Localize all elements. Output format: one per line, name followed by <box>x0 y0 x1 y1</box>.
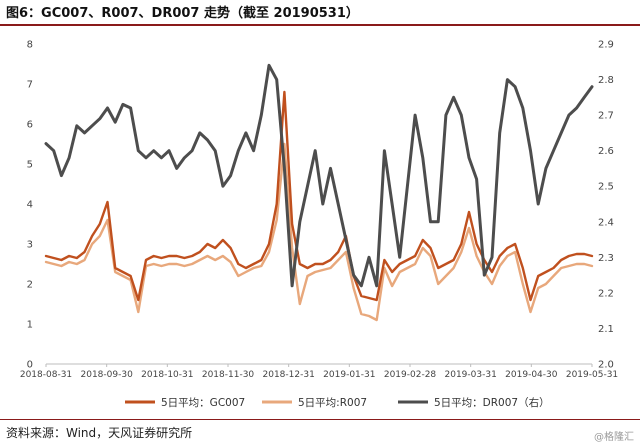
y-left-tick-label: 2 <box>27 280 33 291</box>
x-tick-label: 2018-12-31 <box>263 370 315 380</box>
legend-label: 5日平均：GC007 <box>161 397 245 409</box>
y-right-tick-label: 2.1 <box>598 324 614 335</box>
series-lines <box>44 63 594 322</box>
y-right-tick-label: 2.0 <box>598 360 614 371</box>
y-left-tick-label: 4 <box>27 200 33 211</box>
watermark: @格隆汇 <box>594 432 634 443</box>
y-right-tick-label: 2.4 <box>598 217 614 228</box>
y-left-tick-label: 6 <box>27 120 33 131</box>
legend-label: 5日平均：DR007（右） <box>434 396 550 409</box>
y-left-tick-label: 1 <box>27 320 33 331</box>
x-tick-label: 2018-10-31 <box>141 370 193 380</box>
series-line-1 <box>44 90 594 302</box>
title-rule <box>0 24 640 26</box>
legend: 5日平均：GC007 5日平均:R007 5日平均：DR007（右） <box>125 396 550 409</box>
x-tick-label: 2018-11-30 <box>202 370 255 380</box>
source-note: 资料来源：Wind，天风证券研究所 <box>6 426 193 440</box>
y-left-tick-label: 5 <box>27 160 33 171</box>
y-axis-right: 2.0 2.1 2.2 2.3 2.4 2.5 2.6 2.7 2.8 2.9 <box>598 40 614 371</box>
series-line-2 <box>44 142 594 322</box>
x-tick-label: 2019-01-31 <box>323 370 375 380</box>
y-axis-left: 0 1 2 3 4 5 6 7 8 <box>27 40 33 371</box>
y-left-tick-label: 8 <box>27 40 33 51</box>
y-right-tick-label: 2.7 <box>598 111 614 122</box>
legend-label: 5日平均:R007 <box>298 397 367 409</box>
x-tick-label: 2018-08-31 <box>20 370 72 380</box>
y-right-tick-label: 2.8 <box>598 75 614 86</box>
y-right-tick-label: 2.3 <box>598 253 614 264</box>
y-right-tick-label: 2.5 <box>598 182 614 193</box>
y-left-tick-label: 0 <box>27 360 33 371</box>
x-tick-label: 2019-04-30 <box>505 370 558 380</box>
x-tick-label: 2019-05-31 <box>566 370 618 380</box>
x-tick-label: 2019-03-31 <box>445 370 497 380</box>
chart-title: 图6：GC007、R007、DR007 走势（截至 20190531） <box>6 6 359 21</box>
footer-rule <box>0 419 640 420</box>
y-left-tick-label: 3 <box>27 240 33 251</box>
y-right-tick-label: 2.9 <box>598 40 614 51</box>
series-line-3 <box>44 63 594 288</box>
x-tick-label: 2018-09-30 <box>81 370 134 380</box>
x-tick-label: 2019-02-28 <box>384 370 437 380</box>
y-right-tick-label: 2.2 <box>598 288 614 299</box>
y-right-tick-label: 2.6 <box>598 146 614 157</box>
y-left-tick-label: 7 <box>27 80 33 91</box>
x-axis: 2018-08-31 2018-09-30 2018-10-31 2018-11-30… <box>20 364 618 380</box>
